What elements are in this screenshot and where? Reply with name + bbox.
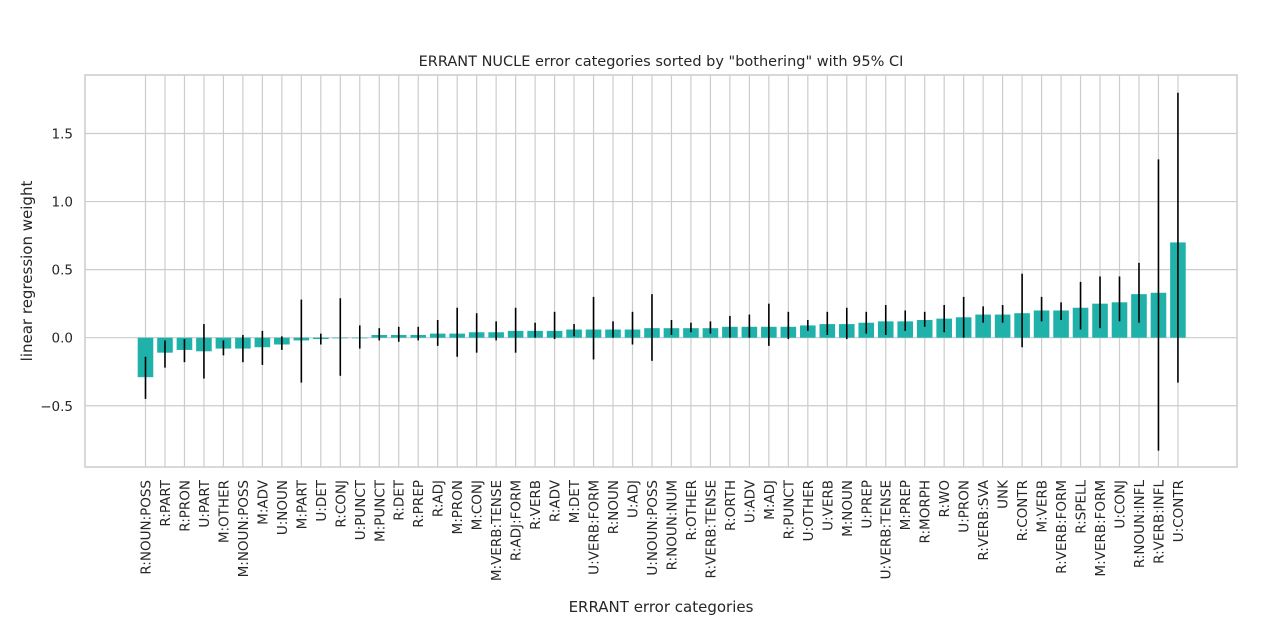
errorbars-layer bbox=[144, 92, 1179, 451]
x-tick-label: U:PART bbox=[197, 479, 213, 527]
x-tick-label: R:VERB:SVA bbox=[976, 479, 992, 560]
x-tick-label: U:ADV bbox=[742, 479, 758, 523]
x-tick-label: R:NOUN:INFL bbox=[1132, 480, 1148, 569]
x-tick-label: U:PUNCT bbox=[353, 479, 369, 540]
plot-frame bbox=[84, 74, 1238, 468]
x-tick-label: R:PREP bbox=[411, 480, 427, 528]
x-tick-label: M:PART bbox=[294, 479, 310, 529]
x-tick-label: M:NOUN:POSS bbox=[236, 480, 252, 577]
x-tick-label: R:CONJ bbox=[333, 480, 349, 528]
x-tick-labels: R:NOUN:POSS R:PART R:PRON U:PART M:OTHER M:NO… bbox=[139, 479, 1187, 581]
x-tick-label: R:CONTR bbox=[1015, 480, 1031, 541]
x-tick-label: U:CONTR bbox=[1171, 480, 1187, 542]
x-tick-label: U:NOUN bbox=[275, 480, 291, 535]
x-tick-label: U:OTHER bbox=[801, 480, 817, 541]
x-tick-label: U:PRON bbox=[957, 480, 973, 533]
x-tick-label: R:VERB:TENSE bbox=[703, 480, 719, 578]
x-tick-label: U:VERB bbox=[820, 480, 836, 531]
x-tick-label: M:DET bbox=[567, 479, 583, 523]
y-tick-label: 0.5 bbox=[52, 263, 73, 279]
chart-title: ERRANT NUCLE error categories sorted by … bbox=[419, 54, 904, 70]
x-tick-label: R:VERB bbox=[528, 480, 544, 530]
x-tick-label: M:ADJ bbox=[762, 480, 778, 520]
x-tick-label: U:CONJ bbox=[1113, 480, 1129, 529]
grid-layer bbox=[85, 75, 1237, 467]
x-tick-label: R:PRON bbox=[177, 480, 193, 532]
x-tick-label: M:VERB bbox=[1035, 480, 1051, 533]
bar bbox=[994, 314, 1011, 338]
y-tick-label: 0.0 bbox=[52, 331, 73, 347]
bar bbox=[1053, 310, 1069, 338]
bar bbox=[683, 328, 699, 338]
x-tick-label: R:WO bbox=[937, 480, 953, 518]
bar bbox=[800, 325, 816, 338]
x-tick-label: R:ADJ bbox=[431, 480, 447, 517]
x-tick-label: M:CONJ bbox=[470, 480, 486, 530]
y-axis-label: linear regression weight bbox=[18, 181, 36, 362]
x-tick-label: U:PREP bbox=[859, 480, 875, 529]
x-tick-label: R:ORTH bbox=[723, 480, 739, 531]
x-tick-label: R:PUNCT bbox=[781, 479, 797, 539]
x-tick-label: M:NOUN bbox=[840, 480, 856, 537]
x-tick-label: R:ADV bbox=[548, 479, 564, 522]
x-tick-label: R:PART bbox=[158, 479, 174, 526]
x-tick-label: M:OTHER bbox=[216, 480, 232, 543]
y-tick-label: 1.0 bbox=[52, 195, 73, 211]
x-tick-label: R:SPELL bbox=[1074, 480, 1090, 534]
x-tick-label: R:VERB:INFL bbox=[1151, 480, 1167, 564]
x-tick-label: M:VERB:TENSE bbox=[489, 480, 505, 581]
x-tick-label: U:ADJ bbox=[626, 480, 642, 518]
x-tick-label: R:NOUN:NUM bbox=[664, 480, 680, 570]
x-tick-label: R:ADJ:FORM bbox=[509, 480, 525, 561]
x-tick-label: R:DET bbox=[392, 479, 408, 520]
x-tick-label: R:NOUN bbox=[606, 480, 622, 534]
bars-layer bbox=[137, 242, 1186, 378]
x-tick-label: R:VERB:FORM bbox=[1054, 480, 1070, 574]
x-tick-label: U:DET bbox=[314, 479, 330, 521]
x-tick-label: R:NOUN:POSS bbox=[139, 480, 155, 575]
x-tick-label: R:OTHER bbox=[684, 480, 700, 540]
x-tick-label: M:VERB:FORM bbox=[1093, 480, 1109, 577]
x-tick-label: UNK bbox=[996, 479, 1012, 509]
y-tick-label: 1.5 bbox=[52, 127, 73, 143]
plot-border bbox=[84, 74, 1238, 468]
x-tick-label: M:PRON bbox=[450, 480, 466, 534]
x-tick-label: R:MORPH bbox=[918, 480, 934, 543]
x-tick-label: M:ADV bbox=[255, 479, 271, 525]
y-tick-labels: −0.5 0.0 0.5 1.0 1.5 bbox=[40, 127, 73, 415]
x-tick-label: U:VERB:TENSE bbox=[879, 480, 895, 579]
x-tick-label: M:PUNCT bbox=[372, 479, 388, 542]
x-axis-label: ERRANT error categories bbox=[569, 598, 754, 616]
bar bbox=[975, 314, 991, 338]
x-tick-label: U:VERB:FORM bbox=[587, 480, 603, 575]
bar bbox=[916, 320, 933, 338]
y-tick-label: −0.5 bbox=[40, 399, 73, 415]
x-tick-label: U:NOUN:POSS bbox=[645, 480, 661, 576]
x-tick-label: M:PREP bbox=[898, 480, 914, 530]
bar bbox=[1033, 310, 1050, 338]
